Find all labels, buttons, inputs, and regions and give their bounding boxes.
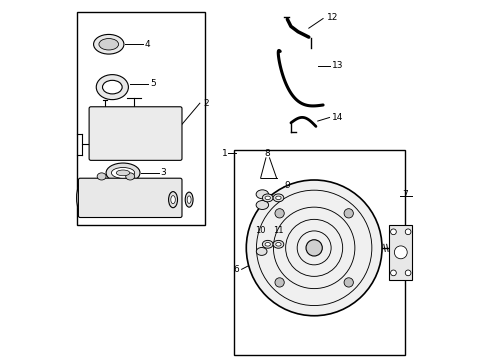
Ellipse shape <box>262 240 272 248</box>
Circle shape <box>390 270 395 276</box>
Ellipse shape <box>262 194 272 202</box>
Ellipse shape <box>264 196 270 200</box>
Text: 8: 8 <box>264 149 270 158</box>
Ellipse shape <box>97 173 106 180</box>
Text: 4: 4 <box>144 40 150 49</box>
FancyBboxPatch shape <box>78 178 182 217</box>
Text: 9: 9 <box>285 181 290 190</box>
Circle shape <box>344 278 353 287</box>
Ellipse shape <box>125 173 134 180</box>
Ellipse shape <box>77 180 91 216</box>
Circle shape <box>405 270 410 276</box>
Ellipse shape <box>256 248 266 255</box>
Circle shape <box>405 229 410 235</box>
Ellipse shape <box>272 240 283 248</box>
Circle shape <box>274 278 284 287</box>
Text: 14: 14 <box>331 113 343 122</box>
Circle shape <box>390 229 395 235</box>
Ellipse shape <box>256 201 268 210</box>
Ellipse shape <box>275 243 281 246</box>
Text: 5: 5 <box>149 79 155 88</box>
Ellipse shape <box>96 75 128 100</box>
Ellipse shape <box>99 39 118 50</box>
Ellipse shape <box>275 196 281 200</box>
Bar <box>233 150 405 355</box>
Text: 3: 3 <box>160 168 166 177</box>
Text: 12: 12 <box>326 13 337 22</box>
Circle shape <box>393 246 407 259</box>
Ellipse shape <box>185 192 193 207</box>
Circle shape <box>274 209 284 218</box>
Text: 1: 1 <box>222 149 227 158</box>
Bar <box>388 225 411 280</box>
Text: 2: 2 <box>203 99 208 108</box>
Circle shape <box>305 240 322 256</box>
Ellipse shape <box>116 170 130 176</box>
Circle shape <box>344 209 353 218</box>
Text: 10: 10 <box>255 225 265 234</box>
Text: 7: 7 <box>402 190 407 199</box>
Ellipse shape <box>170 195 175 204</box>
Ellipse shape <box>106 163 140 183</box>
Text: 11: 11 <box>273 225 283 234</box>
Text: 6: 6 <box>233 265 239 274</box>
Ellipse shape <box>187 196 191 203</box>
Text: 13: 13 <box>331 61 343 70</box>
Ellipse shape <box>111 167 134 178</box>
Ellipse shape <box>272 194 283 202</box>
Ellipse shape <box>264 243 270 246</box>
Ellipse shape <box>93 35 123 54</box>
Ellipse shape <box>102 80 122 94</box>
Circle shape <box>246 180 381 316</box>
FancyBboxPatch shape <box>89 107 182 160</box>
Ellipse shape <box>168 192 177 208</box>
Ellipse shape <box>256 190 268 199</box>
Bar <box>77 12 205 225</box>
